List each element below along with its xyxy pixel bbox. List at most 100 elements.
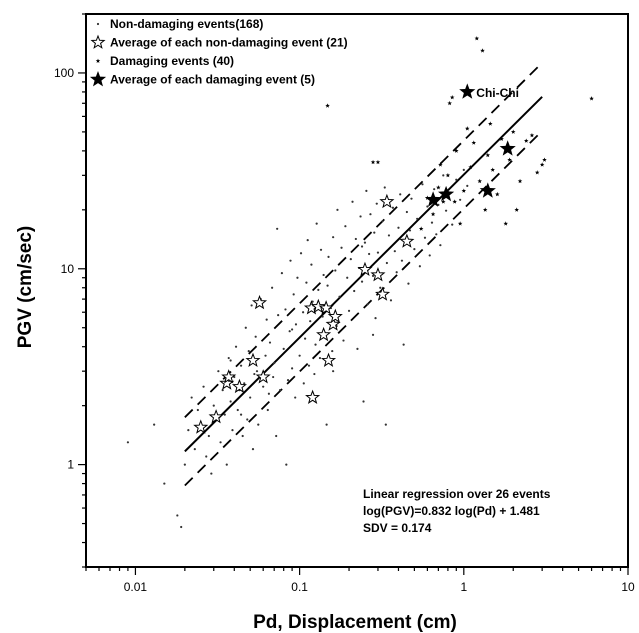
regression-lines (184, 62, 543, 487)
data-point (360, 280, 364, 283)
data-point (254, 335, 257, 338)
upper-sdv-line (184, 62, 543, 418)
data-point (357, 261, 373, 277)
data-point (375, 286, 391, 301)
annotation-line: log(PGV)=0.832 log(Pd) + 1.481 (363, 504, 540, 518)
data-point (452, 199, 457, 204)
data-point (255, 369, 271, 384)
data-point (289, 259, 292, 262)
data-point (210, 472, 213, 475)
data-point (325, 103, 330, 108)
data-point (439, 244, 442, 247)
data-point (418, 265, 421, 268)
data-point (353, 289, 356, 293)
data-point (441, 199, 446, 204)
data-point (428, 254, 431, 257)
data-point (349, 258, 352, 261)
legend-item: Average of each damaging event (5) (89, 71, 315, 87)
data-point (231, 378, 247, 394)
data-point (176, 514, 179, 517)
data-point (539, 162, 545, 167)
data-point (305, 389, 321, 404)
data-point (250, 304, 253, 307)
data-point (223, 413, 226, 416)
data-point (309, 320, 312, 323)
data-point (275, 434, 278, 438)
data-point (271, 286, 274, 289)
data-point (400, 259, 404, 262)
data-point (503, 221, 508, 226)
x-tick-label: 0.1 (291, 580, 308, 594)
data-point (180, 525, 183, 529)
data-point (379, 286, 382, 289)
data-point (499, 140, 516, 156)
data-point (370, 159, 376, 165)
data-point (459, 198, 462, 201)
data-point (301, 311, 305, 314)
data-point (193, 447, 196, 451)
data-point (316, 326, 332, 342)
data-point (317, 288, 320, 292)
data-point (319, 248, 323, 251)
series-filled-star (425, 83, 516, 207)
data-point (385, 261, 388, 265)
data-point (231, 429, 234, 432)
data-point (375, 202, 378, 205)
data-point (246, 418, 249, 421)
data-point (393, 250, 396, 253)
data-point (471, 140, 477, 145)
data-point (163, 482, 166, 485)
data-point (280, 272, 284, 275)
legend-item: Non-damaging events(168) (96, 17, 263, 31)
x-tick-label: 1 (460, 580, 467, 594)
legend-marker (96, 22, 100, 26)
data-point (479, 182, 496, 198)
data-point (302, 382, 305, 385)
axes: 0.01 0.1 1 10 1 10 100 (54, 13, 635, 594)
data-point (461, 188, 467, 193)
data-point (307, 364, 311, 367)
data-point (294, 396, 297, 399)
data-point (371, 274, 375, 277)
data-point (336, 208, 339, 211)
data-point (383, 186, 386, 189)
data-point (416, 217, 419, 220)
data-point (225, 463, 228, 466)
data-point (418, 226, 424, 231)
data-point (268, 341, 272, 344)
data-point (438, 162, 443, 167)
regression-line (184, 96, 543, 453)
data-point (236, 408, 239, 412)
data-point (327, 308, 343, 323)
data-point (499, 136, 504, 141)
data-point (298, 354, 301, 357)
data-point (449, 95, 455, 100)
chi-chi-label: Chi-Chi (476, 86, 519, 100)
data-point (407, 282, 410, 285)
data-point (356, 347, 359, 350)
data-point (221, 389, 224, 392)
data-point (387, 234, 391, 237)
x-tick-label: 10 (621, 580, 635, 594)
data-point (510, 129, 516, 134)
data-point (369, 213, 372, 216)
data-point (490, 167, 495, 172)
data-point (183, 463, 186, 466)
data-point (320, 352, 337, 367)
data-point (455, 178, 458, 181)
data-point (365, 189, 368, 192)
legend-marker (95, 58, 101, 63)
data-point (354, 237, 357, 241)
data-point (245, 352, 261, 367)
data-point (299, 252, 303, 255)
y-axis: 1 10 100 (54, 13, 86, 568)
legend-label: Average of each damaging event (5) (110, 73, 315, 87)
data-point (340, 246, 343, 249)
data-point (305, 281, 308, 284)
data-point (234, 345, 238, 348)
data-point (413, 248, 416, 251)
data-point (291, 328, 294, 331)
plot-border (85, 13, 629, 568)
data-point (363, 241, 367, 244)
data-point (257, 423, 260, 426)
